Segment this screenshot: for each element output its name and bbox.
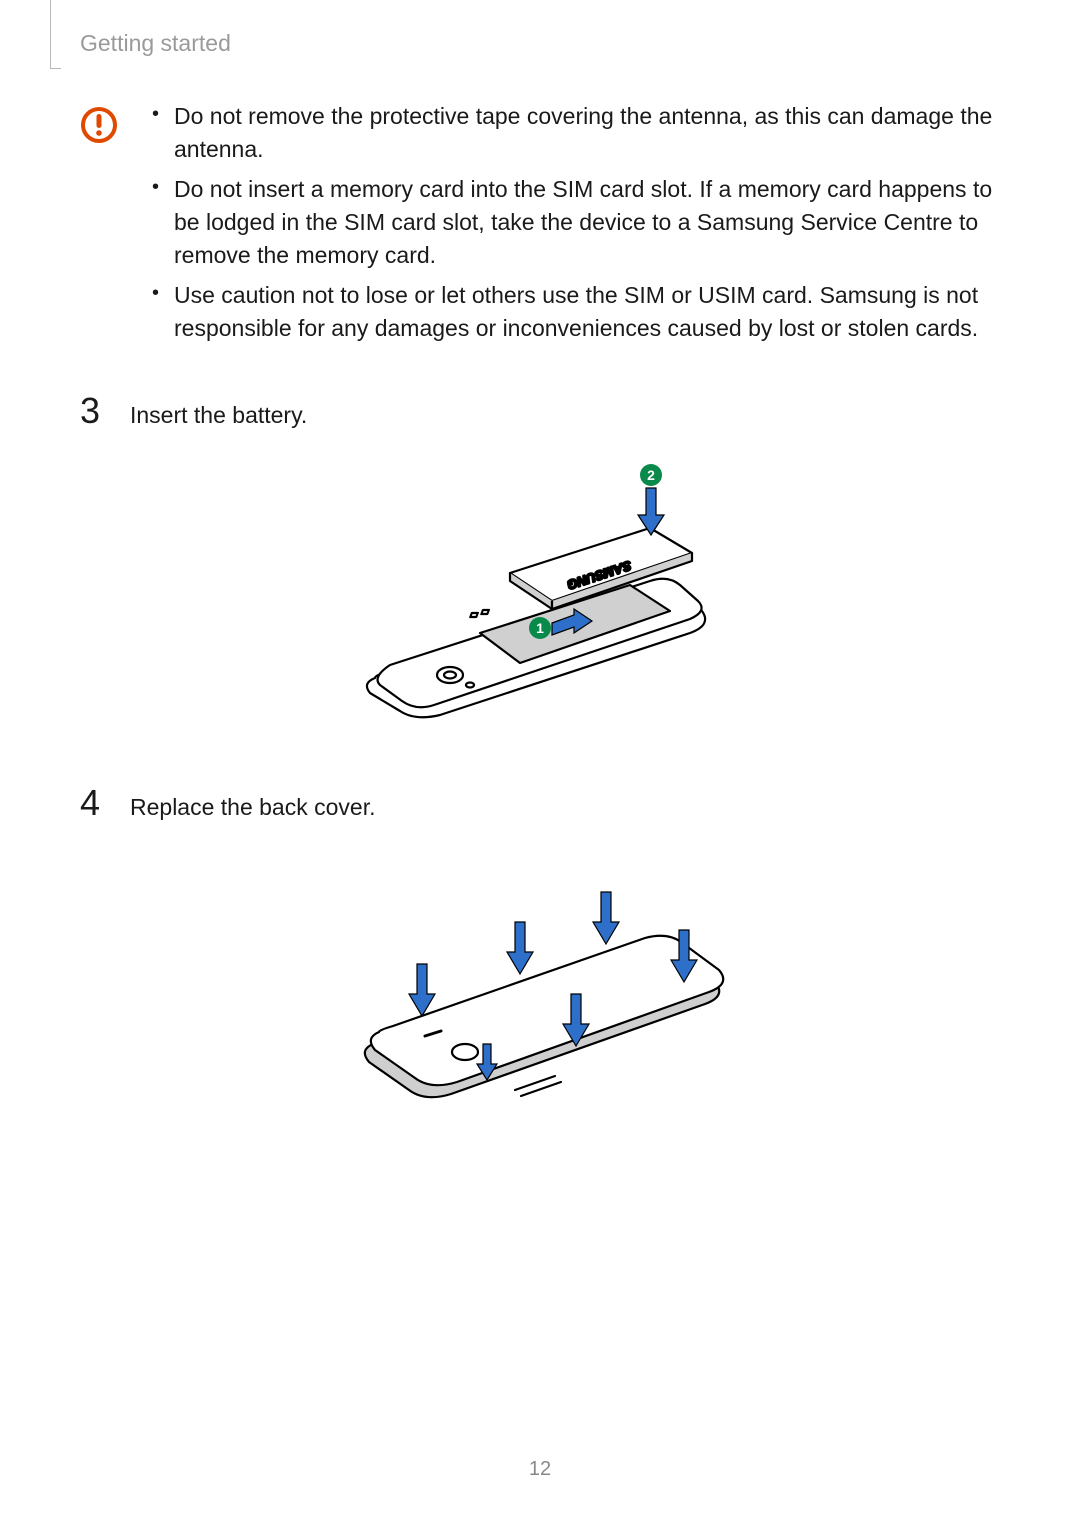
page-number: 12 xyxy=(0,1458,1080,1481)
callout-label: 1 xyxy=(536,620,544,636)
caution-icon xyxy=(80,100,118,351)
step-3: 3 Insert the battery. xyxy=(80,393,1000,432)
figure-replace-cover xyxy=(80,844,1000,1124)
step-text: Replace the back cover. xyxy=(130,785,375,824)
caution-list: Do not remove the protective tape coveri… xyxy=(146,100,1000,351)
page-header-title: Getting started xyxy=(80,30,231,57)
header-corner-mark xyxy=(50,0,61,69)
step-number: 3 xyxy=(80,393,110,432)
caution-item: Do not remove the protective tape coveri… xyxy=(146,100,1000,167)
figure-battery-insert: SAMSUNG 1 2 xyxy=(80,453,1000,743)
step-number: 4 xyxy=(80,785,110,824)
caution-block: Do not remove the protective tape coveri… xyxy=(80,100,1000,351)
step-text: Insert the battery. xyxy=(130,393,307,432)
caution-item: Do not insert a memory card into the SIM… xyxy=(146,173,1000,273)
page: Getting started Do not remove the protec… xyxy=(0,0,1080,1527)
step-4: 4 Replace the back cover. xyxy=(80,785,1000,824)
callout-label: 2 xyxy=(647,467,655,483)
caution-item: Use caution not to lose or let others us… xyxy=(146,279,1000,346)
page-content: Do not remove the protective tape coveri… xyxy=(80,100,1000,1124)
